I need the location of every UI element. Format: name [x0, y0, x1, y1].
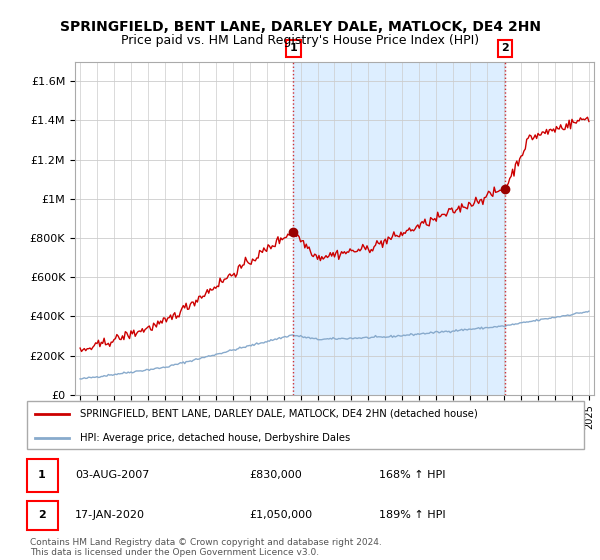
Text: 2: 2 — [501, 43, 509, 53]
Text: 168% ↑ HPI: 168% ↑ HPI — [379, 470, 446, 480]
Text: 2: 2 — [38, 511, 46, 520]
Text: £1,050,000: £1,050,000 — [250, 511, 313, 520]
Text: 1: 1 — [38, 470, 46, 480]
FancyBboxPatch shape — [27, 401, 584, 449]
Text: SPRINGFIELD, BENT LANE, DARLEY DALE, MATLOCK, DE4 2HN (detached house): SPRINGFIELD, BENT LANE, DARLEY DALE, MAT… — [80, 409, 478, 419]
FancyBboxPatch shape — [27, 459, 58, 492]
Text: 03-AUG-2007: 03-AUG-2007 — [75, 470, 149, 480]
FancyBboxPatch shape — [27, 501, 58, 530]
Text: HPI: Average price, detached house, Derbyshire Dales: HPI: Average price, detached house, Derb… — [80, 433, 350, 443]
Text: 1: 1 — [290, 43, 298, 53]
Text: 189% ↑ HPI: 189% ↑ HPI — [379, 511, 446, 520]
Text: Contains HM Land Registry data © Crown copyright and database right 2024.
This d: Contains HM Land Registry data © Crown c… — [30, 538, 382, 557]
Text: Price paid vs. HM Land Registry's House Price Index (HPI): Price paid vs. HM Land Registry's House … — [121, 34, 479, 46]
Text: 17-JAN-2020: 17-JAN-2020 — [75, 511, 145, 520]
Text: SPRINGFIELD, BENT LANE, DARLEY DALE, MATLOCK, DE4 2HN: SPRINGFIELD, BENT LANE, DARLEY DALE, MAT… — [59, 20, 541, 34]
Text: £830,000: £830,000 — [250, 470, 302, 480]
Bar — [293, 62, 505, 395]
